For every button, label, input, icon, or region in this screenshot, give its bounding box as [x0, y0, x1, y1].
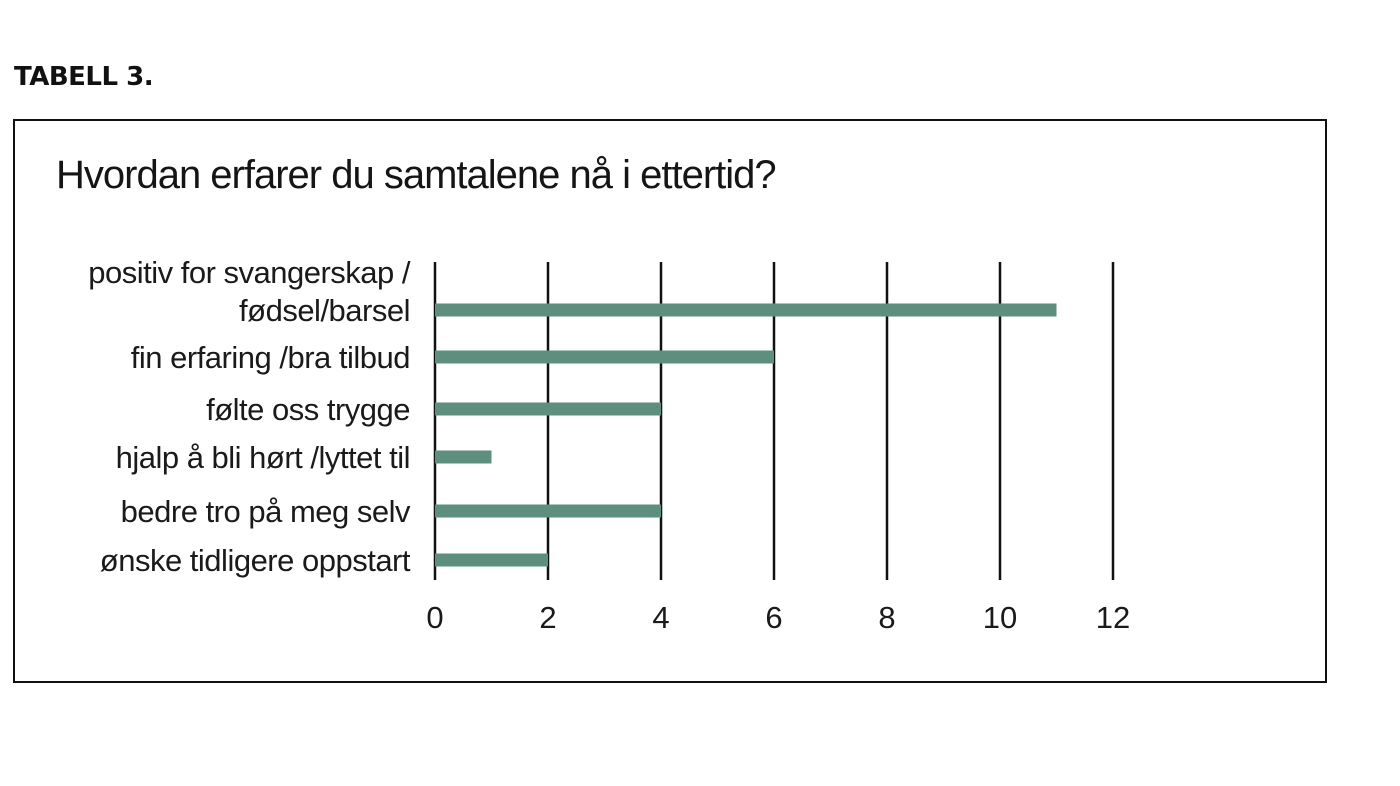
category-label: fin erfaring /bra tilbud — [131, 340, 410, 375]
x-tick-label: 2 — [539, 600, 556, 635]
x-tick-label: 0 — [426, 600, 443, 635]
x-tick-label: 6 — [765, 600, 782, 635]
x-tick-label: 12 — [1096, 600, 1130, 635]
x-tick-labels: 0 2 4 6 8 10 12 — [426, 600, 1130, 635]
bar-3 — [435, 450, 492, 464]
bar-4 — [435, 504, 661, 518]
x-tick-label: 4 — [652, 600, 669, 635]
table-label: TABELL 3. — [14, 62, 154, 92]
bars — [435, 303, 1057, 567]
category-label: ønske tidligere oppstart — [100, 543, 411, 578]
bar-2 — [435, 402, 661, 416]
category-label: følte oss trygge — [206, 392, 410, 427]
category-labels: positiv for svangerskap /fødsel/barsel fi… — [88, 255, 411, 578]
category-label: fødsel/barsel — [239, 293, 410, 328]
bar-1 — [435, 350, 774, 364]
chart-frame — [13, 119, 1327, 683]
category-label: bedre tro på meg selv — [121, 494, 411, 529]
chart-title: Hvordan erfarer du samtalene nå i ettert… — [56, 153, 776, 197]
x-tick-label: 8 — [878, 600, 895, 635]
bar-5 — [435, 553, 548, 567]
bar-0 — [435, 303, 1057, 317]
category-label: positiv for svangerskap / — [88, 255, 411, 290]
category-label: hjalp å bli hørt /lyttet til — [116, 440, 410, 475]
x-tick-label: 10 — [983, 600, 1017, 635]
